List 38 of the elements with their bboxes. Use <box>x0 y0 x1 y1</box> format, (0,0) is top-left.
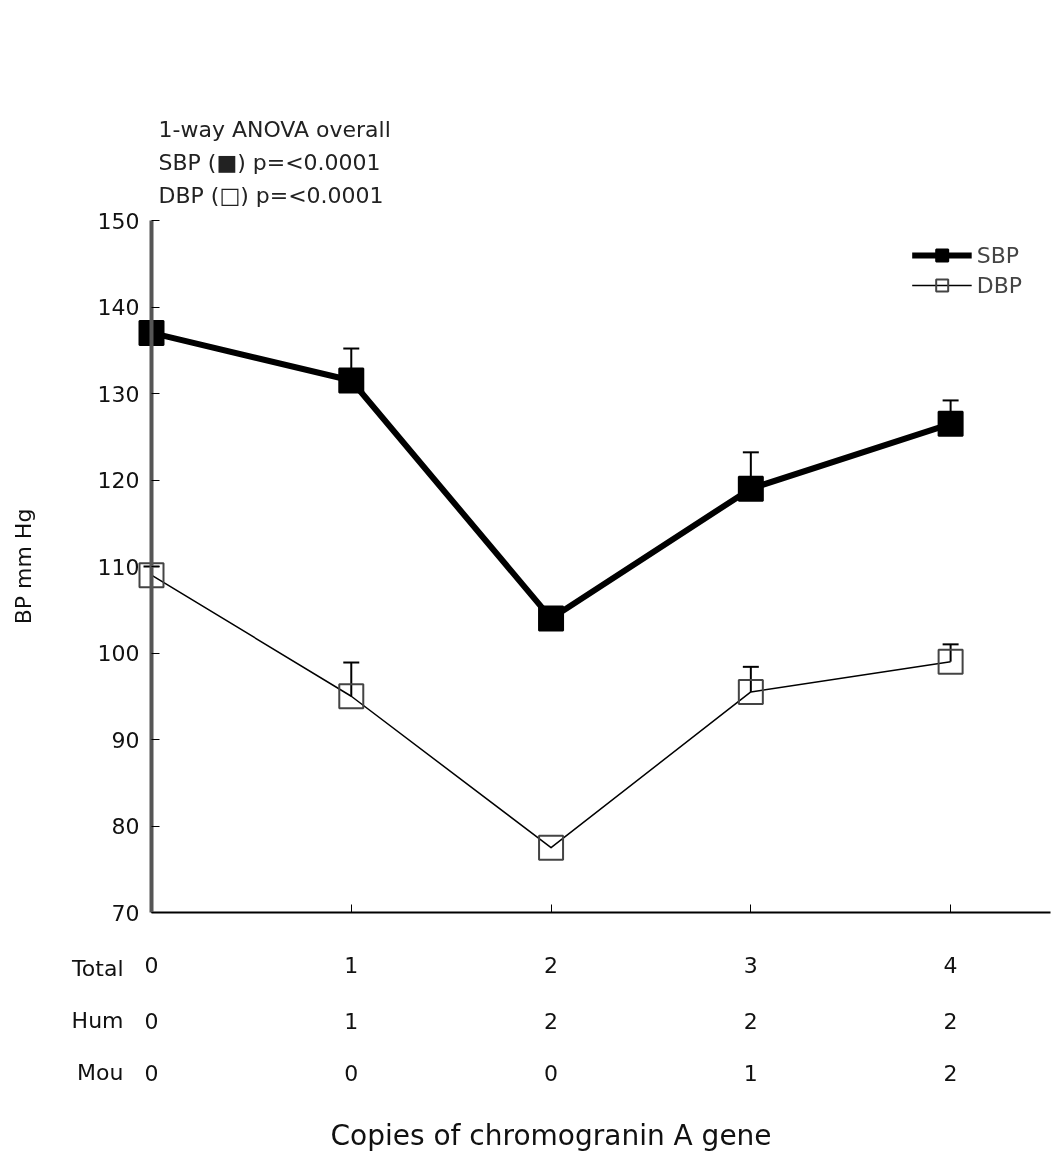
text: 0 <box>144 1060 159 1086</box>
y-tick-label: 150 <box>97 208 140 234</box>
x-tick-label: 1 <box>344 952 359 978</box>
text: 2 <box>943 1060 958 1086</box>
text: 0 <box>144 1008 159 1034</box>
text: 2 <box>544 1008 559 1034</box>
x-tick-label: 4 <box>943 952 958 978</box>
text: 1 <box>344 1008 359 1034</box>
text: 1-way ANOVA overall <box>158 116 391 142</box>
legend-label: SBP <box>976 242 1020 268</box>
point <box>338 367 365 394</box>
y-axis-title: BP mm Hg <box>11 508 36 625</box>
text: 0 <box>544 1060 559 1086</box>
y-tick-label: 130 <box>97 381 140 407</box>
text: SBP (■) p=<0.0001 <box>158 149 381 175</box>
y-tick-label: 140 <box>97 295 140 320</box>
y-tick-label: 120 <box>97 468 140 493</box>
text: DBP (□) p=<0.0001 <box>158 182 384 208</box>
x-tick-label: 0 <box>144 952 159 978</box>
legend-label: DBP <box>976 272 1022 298</box>
text: Copies of chromogranin A gene <box>330 1119 772 1152</box>
text: Hum <box>71 1008 124 1033</box>
point <box>937 410 964 437</box>
text: 2 <box>943 1008 958 1034</box>
text: 1 <box>743 1060 758 1086</box>
point <box>538 605 565 632</box>
text: 0 <box>344 1060 359 1086</box>
y-tick-label: 100 <box>97 641 140 666</box>
point <box>737 475 764 502</box>
text: Total <box>71 956 124 981</box>
text: Mou <box>77 1060 124 1085</box>
y-tick-label: 90 <box>111 727 140 753</box>
y-tick-label: 70 <box>111 900 140 926</box>
y-tick-label: 110 <box>97 554 140 580</box>
y-tick-label: 80 <box>111 814 140 839</box>
x-tick-label: 3 <box>743 952 758 978</box>
x-tick-label: 2 <box>544 952 559 978</box>
text: 2 <box>743 1008 758 1034</box>
